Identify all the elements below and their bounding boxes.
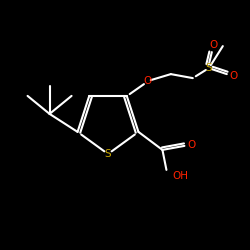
Text: O: O	[187, 140, 196, 150]
Text: OH: OH	[172, 171, 188, 181]
Text: S: S	[105, 149, 111, 159]
Text: S: S	[206, 63, 212, 73]
Text: O: O	[144, 76, 152, 86]
Text: O: O	[210, 40, 218, 50]
Text: O: O	[230, 71, 238, 81]
